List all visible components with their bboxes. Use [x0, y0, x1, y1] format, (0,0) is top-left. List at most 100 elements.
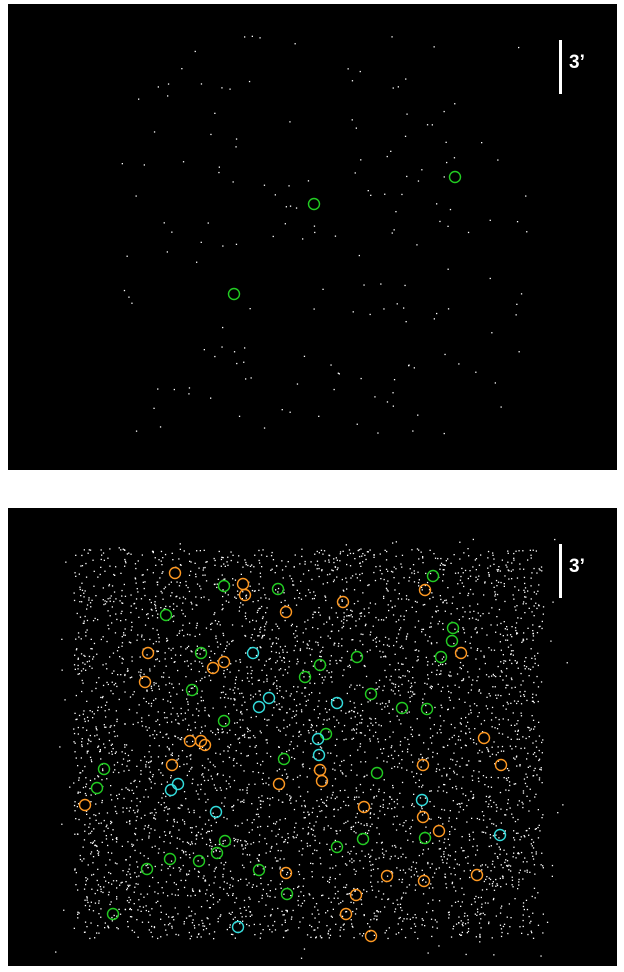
photon-event — [190, 768, 192, 770]
photon-event — [512, 654, 514, 656]
photon-event — [330, 676, 332, 678]
photon-event — [272, 235, 274, 238]
photon-event — [121, 163, 123, 165]
photon-event — [293, 566, 295, 568]
photon-event — [284, 619, 286, 622]
photon-event — [418, 558, 420, 560]
photon-event — [514, 898, 516, 900]
photon-event — [157, 937, 159, 940]
photon-event — [353, 589, 356, 591]
photon-event — [195, 680, 197, 683]
photon-event — [530, 577, 532, 579]
photon-event — [448, 817, 450, 819]
photon-event — [456, 673, 459, 675]
photon-event — [532, 549, 534, 551]
photon-event — [106, 701, 108, 703]
photon-event — [429, 636, 431, 638]
photon-event — [89, 905, 91, 907]
photon-event — [417, 656, 419, 658]
photon-event — [379, 805, 382, 807]
photon-event — [419, 810, 421, 812]
photon-event — [197, 715, 200, 717]
photon-event — [330, 915, 332, 917]
photon-event — [480, 650, 482, 652]
photon-event — [328, 559, 330, 561]
photon-event — [242, 566, 244, 568]
photon-event — [258, 796, 260, 799]
photon-event — [167, 95, 169, 97]
photon-event — [470, 903, 473, 906]
photon-event — [387, 705, 389, 707]
photon-event — [194, 913, 196, 915]
photon-event — [258, 549, 260, 552]
photon-event — [498, 846, 500, 848]
photon-event — [378, 679, 381, 681]
photon-event — [353, 729, 355, 731]
photon-event — [450, 873, 452, 875]
photon-event — [309, 924, 311, 926]
photon-event — [79, 601, 81, 603]
photon-event — [414, 626, 416, 628]
photon-event — [129, 873, 131, 875]
photon-event — [154, 829, 156, 831]
photon-event — [246, 727, 248, 729]
photon-event — [147, 867, 149, 869]
photon-event — [211, 893, 214, 895]
photon-event — [327, 635, 329, 637]
photon-event — [374, 718, 377, 720]
photon-event — [165, 733, 167, 736]
photon-event — [497, 570, 499, 572]
photon-event — [445, 663, 447, 665]
photon-event — [477, 911, 479, 913]
photon-event — [313, 597, 315, 600]
source-region-circle-green — [448, 170, 462, 184]
photon-event — [254, 934, 256, 936]
photon-event — [454, 684, 456, 686]
photon-event — [476, 680, 478, 682]
photon-event — [518, 351, 520, 353]
photon-event — [401, 909, 403, 912]
photon-event — [169, 701, 172, 703]
photon-event — [347, 796, 349, 798]
photon-event — [338, 373, 340, 375]
photon-event — [207, 855, 209, 857]
source-region-circle-orange — [417, 874, 431, 888]
photon-event — [520, 293, 523, 295]
photon-event — [443, 746, 445, 748]
photon-event — [114, 752, 116, 754]
photon-event — [408, 599, 410, 601]
photon-event — [325, 782, 327, 784]
photon-event — [307, 589, 310, 591]
photon-event — [249, 737, 251, 739]
photon-event — [375, 858, 377, 860]
photon-event — [411, 771, 413, 773]
photon-event — [198, 670, 200, 673]
photon-event — [204, 574, 206, 576]
photon-event — [173, 615, 175, 617]
photon-event — [159, 426, 162, 428]
photon-event — [136, 876, 138, 878]
photon-event — [412, 693, 415, 695]
photon-event — [305, 704, 307, 707]
photon-event — [236, 841, 239, 843]
photon-event — [463, 552, 465, 554]
photon-event — [293, 808, 296, 811]
photon-event — [133, 903, 135, 905]
photon-event — [360, 722, 363, 724]
photon-event — [449, 208, 452, 211]
photon-event — [389, 720, 391, 723]
photon-event — [219, 850, 221, 853]
photon-event — [473, 742, 475, 744]
photon-event — [91, 667, 93, 669]
photon-event — [388, 638, 390, 640]
photon-event — [400, 907, 402, 909]
photon-event — [479, 933, 481, 936]
photon-event — [401, 759, 403, 761]
photon-event — [69, 786, 71, 788]
photon-event — [241, 679, 243, 682]
photon-event — [138, 671, 140, 673]
photon-event — [134, 578, 137, 580]
photon-event — [200, 833, 202, 835]
photon-event — [436, 752, 438, 755]
photon-event — [519, 764, 521, 766]
